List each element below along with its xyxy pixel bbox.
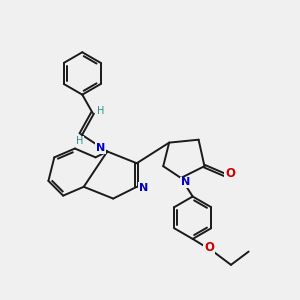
Text: O: O (204, 241, 214, 254)
Text: H: H (97, 106, 104, 116)
Text: N: N (139, 183, 148, 193)
Text: O: O (225, 167, 236, 180)
Text: N: N (181, 177, 190, 188)
Text: N: N (96, 143, 106, 153)
Text: H: H (76, 136, 83, 146)
